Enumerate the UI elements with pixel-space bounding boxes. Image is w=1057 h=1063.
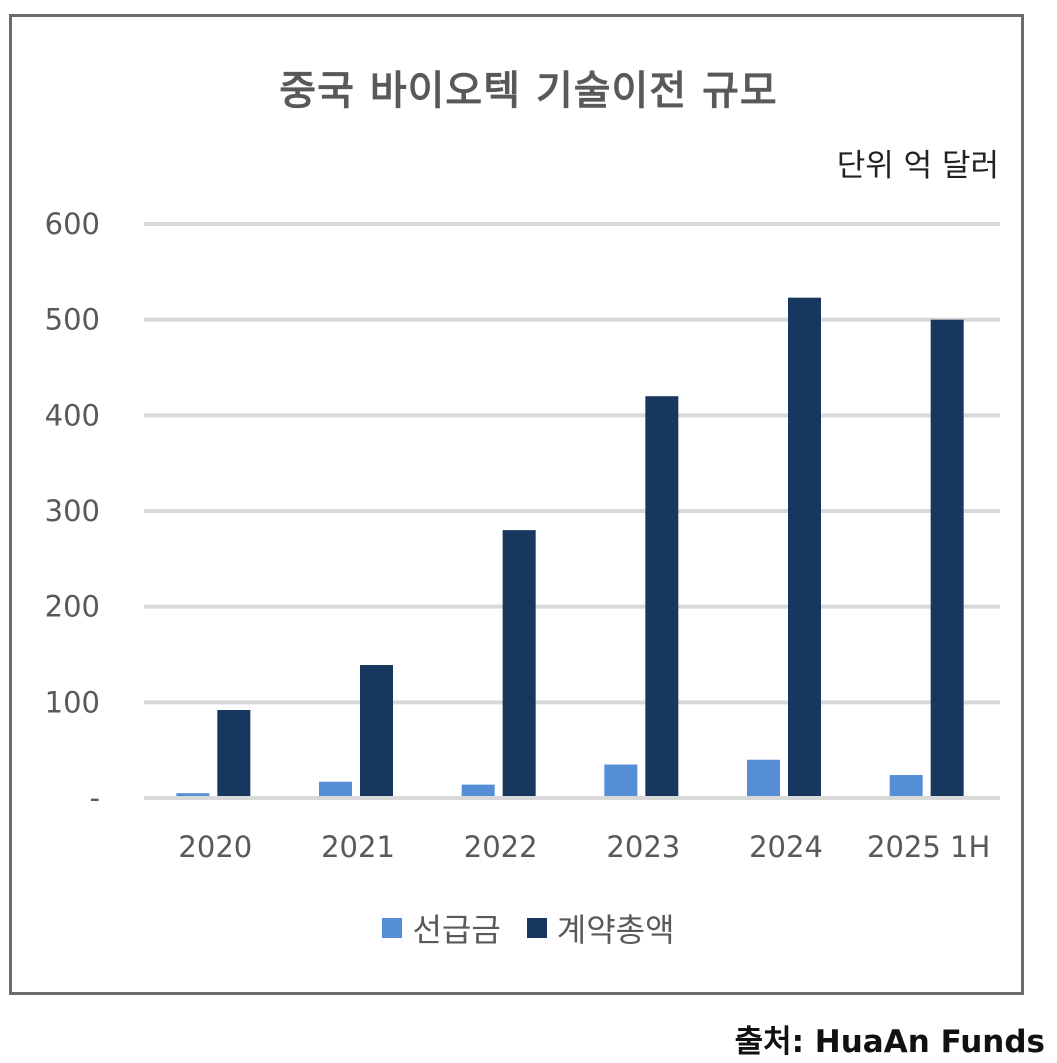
y-tick-label: 300 [45,494,100,528]
chart-frame [9,14,1024,995]
bar-advance [889,775,923,798]
bar-advance [604,764,638,798]
bar-advance [176,793,210,798]
bar-total [788,297,821,798]
y-tick-label: 600 [45,207,100,241]
bar-advance [319,781,352,798]
x-tick-label: 2025 1H [867,830,990,864]
bar-advance [461,784,495,798]
bar-advance [747,759,780,798]
x-tick-label: 2024 [749,830,823,864]
x-tick-label: 2021 [321,830,395,864]
unit-label: 단위 억 달러 [836,148,999,184]
y-tick-label: - [90,781,100,815]
legend: 선급금 계약총액 [0,905,1057,951]
chart-title: 중국 바이오텍 기술이전 규모 [279,68,778,114]
y-tick-label: 500 [45,303,100,337]
legend-swatch-total [526,918,547,938]
bar-total [645,396,679,798]
y-tick-label: 100 [45,685,100,719]
legend-label-total: 계약총액 [556,911,675,949]
y-tick-label: 400 [45,398,100,432]
y-tick-label: 200 [45,590,100,624]
bar-total [930,319,964,798]
legend-swatch-advance [382,918,403,938]
x-tick-label: 2020 [178,830,252,864]
x-tick-label: 2023 [606,830,680,864]
bar-total [360,665,393,798]
source-note: 출처: HuaAn Funds [734,1024,1045,1060]
x-tick-label: 2022 [464,830,538,864]
bar-total [502,530,536,798]
legend-item-advance: 선급금 [382,905,501,951]
legend-label-advance: 선급금 [412,911,501,949]
legend-item-total: 계약총액 [526,905,675,951]
bar-total [217,709,251,798]
